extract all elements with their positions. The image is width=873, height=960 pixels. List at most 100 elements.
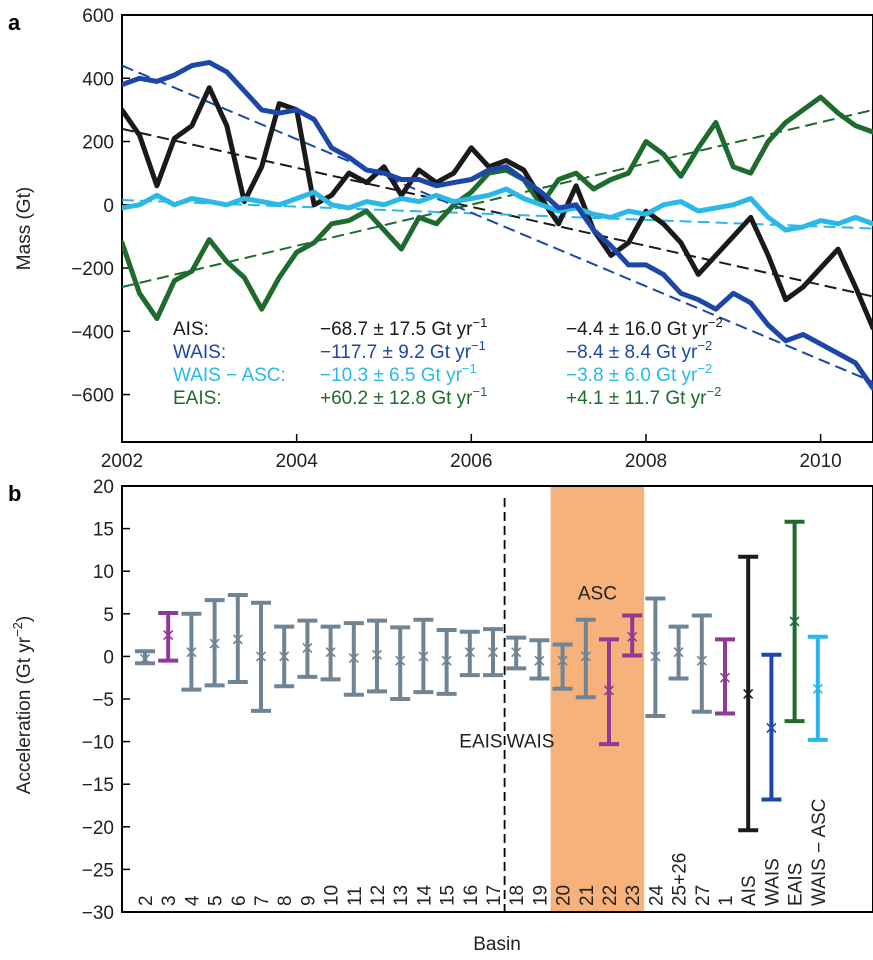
error-bar-marker xyxy=(487,647,499,658)
legend-acc-sup: −2 xyxy=(707,384,722,399)
legend-acc: −3.8 ± 6.0 Gt yr−2 xyxy=(566,361,712,386)
trend-line-wais xyxy=(122,64,873,383)
error-bar-24 xyxy=(645,596,666,719)
y-tick-label-b: 20 xyxy=(93,477,114,498)
error-bar-marker xyxy=(511,647,522,658)
y-tick-label-a: −600 xyxy=(71,386,114,407)
error-bar-marker xyxy=(464,647,475,658)
y-tick-label-a: 200 xyxy=(82,133,114,154)
error-bar-25+26 xyxy=(668,624,689,681)
basin-tick-label: 13 xyxy=(391,885,412,906)
y-tick-label-b: −10 xyxy=(82,733,114,754)
wais-region-label: WAIS xyxy=(507,732,555,753)
error-bar-15 xyxy=(436,627,457,696)
series-line-wais xyxy=(122,59,873,391)
error-bar-8 xyxy=(274,624,295,689)
trend-line-ais xyxy=(122,127,873,298)
y-tick-label-a: 400 xyxy=(82,69,114,90)
error-bar-6 xyxy=(227,593,248,684)
y-tick-label-b: 15 xyxy=(93,520,114,541)
error-bar-17 xyxy=(483,627,503,678)
basin-tick-label: 2 xyxy=(136,895,157,906)
eais-region-label: EAIS xyxy=(459,732,502,753)
error-bar-marker xyxy=(302,642,313,653)
basin-tick-label: 14 xyxy=(414,884,435,906)
basin-tick-label: 24 xyxy=(646,884,667,906)
panel-a-label: a xyxy=(8,10,21,35)
error-bar-27 xyxy=(691,613,712,714)
y-axis-label-a: Mass (Gt) xyxy=(14,187,35,270)
y-tick-label-b: −25 xyxy=(82,860,114,881)
legend-acc: −8.4 ± 8.4 Gt yr−2 xyxy=(566,338,712,363)
basin-tick-label: 1 xyxy=(716,895,737,906)
x-tick-label-a: 2002 xyxy=(101,451,143,472)
basin-tick-label: 11 xyxy=(345,886,366,906)
series-line-wais-asc xyxy=(122,186,873,233)
legend-rate: −10.3 ± 6.5 Gt yr−1 xyxy=(320,361,477,386)
legend-acc-text: +4.1 ± 11.7 Gt yr xyxy=(566,388,707,409)
asc-shaded-region xyxy=(550,486,645,912)
y-tick-label-a: −200 xyxy=(71,259,114,280)
error-bar-marker xyxy=(627,631,638,642)
basin-tick-label: 17 xyxy=(484,885,505,906)
error-bar-marker xyxy=(232,634,243,645)
x-tick-label-a: 2006 xyxy=(450,451,492,472)
y-tick-label-b: 5 xyxy=(103,605,114,626)
panel-b-label: b xyxy=(8,481,21,506)
legend-rate-sup: −1 xyxy=(472,384,487,399)
error-bar-marker xyxy=(139,653,151,665)
basin-tick-label: 21 xyxy=(577,885,598,906)
legend-rate-sup: −1 xyxy=(471,338,486,353)
error-bar-marker xyxy=(719,672,731,683)
basin-tick-label: 16 xyxy=(461,885,482,906)
basin-tick-label: 20 xyxy=(554,885,575,906)
basin-tick-label: 7 xyxy=(252,895,273,906)
error-bar-3 xyxy=(158,610,179,663)
error-bar-16 xyxy=(459,629,480,678)
basin-tick-label: 27 xyxy=(693,885,714,906)
basin-tick-label: 8 xyxy=(275,895,296,906)
error-bar-marker xyxy=(163,630,174,641)
y-tick-label-b: 10 xyxy=(93,562,114,583)
basin-tick-label: EAIS xyxy=(786,863,807,906)
y-axis-label-b-text: Acceleration (Gt yr xyxy=(14,636,35,794)
error-bar-12 xyxy=(367,618,387,694)
error-bar-marker xyxy=(418,651,429,662)
basin-tick-label: 10 xyxy=(322,885,343,906)
y-axis-label-b-close: ) xyxy=(14,616,35,622)
error-bar-waisasc xyxy=(807,634,828,742)
error-bar-marker xyxy=(766,722,777,734)
basin-tick-label: 23 xyxy=(623,885,644,906)
y-tick-label-a: −400 xyxy=(71,322,114,343)
error-bar-marker xyxy=(650,651,661,662)
legend-name: EAIS: xyxy=(173,388,222,409)
legend-acc: +4.1 ± 11.7 Gt yr−2 xyxy=(566,384,721,409)
error-bar-marker xyxy=(186,647,197,658)
error-bar-14 xyxy=(413,617,434,695)
panel-a-chart: −600 −400 −200 0 200 400 600 2002 2004 2006 2008 20… xyxy=(14,6,873,472)
legend-acc-text: −8.4 ± 8.4 Gt yr xyxy=(566,342,698,363)
x-tick-label-a: 2010 xyxy=(799,451,841,472)
error-bar-22 xyxy=(599,637,619,747)
basin-tick-label: 4 xyxy=(182,895,203,906)
error-bar-5 xyxy=(204,598,225,688)
legend-rate: −117.7 ± 9.2 Gt yr−1 xyxy=(320,338,486,363)
error-bar-marker xyxy=(603,685,615,696)
legend-acc-text: −3.8 ± 6.0 Gt yr xyxy=(566,365,698,386)
legend-rate-text: −68.7 ± 17.5 Gt yr xyxy=(320,319,473,340)
basin-tick-label: 22 xyxy=(600,885,621,906)
error-bar-marker xyxy=(812,683,823,694)
x-axis-label-b: Basin xyxy=(473,934,521,955)
error-bar-18 xyxy=(506,635,527,671)
error-bar-marker xyxy=(743,688,754,699)
y-tick-label-b: −15 xyxy=(82,775,114,796)
y-tick-label-b: 0 xyxy=(103,647,114,668)
error-bar-11 xyxy=(343,621,364,697)
error-bar-marker xyxy=(580,651,591,662)
error-bar-marker xyxy=(441,655,452,666)
error-bar-marker xyxy=(279,651,290,662)
error-bar-marker xyxy=(534,655,545,666)
error-bar-2 xyxy=(135,649,155,666)
error-bar-marker xyxy=(209,638,220,649)
